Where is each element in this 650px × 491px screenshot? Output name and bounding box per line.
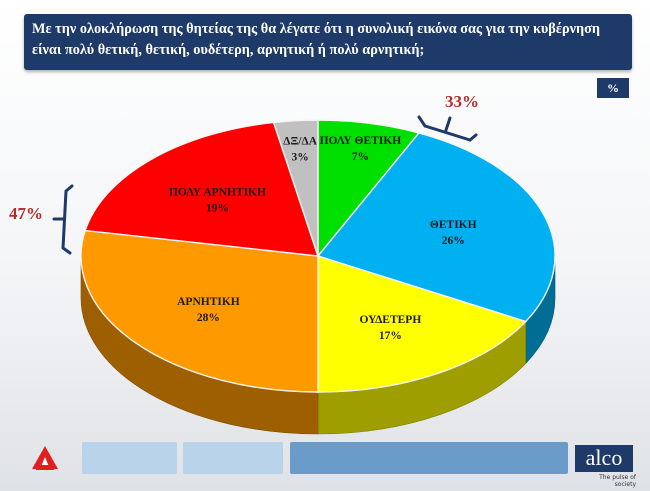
pie-slice — [84, 121, 320, 257]
pie-slice — [80, 229, 319, 393]
slice-label: ΠΟΛΥ ΑΡΝΗΤΙΚΗ — [169, 186, 266, 198]
slice-label: ΑΡΝΗΤΙΚΗ — [177, 296, 240, 308]
brand-logo: alco — [575, 445, 633, 472]
slice-value-label: 28% — [197, 312, 220, 324]
pie-slice — [317, 255, 527, 393]
footer-bar-segment — [183, 442, 283, 474]
slice-value-label: 3% — [292, 152, 309, 164]
pie-chart: ΠΟΛΥ ΘΕΤΙΚΗ 7% ΘΕΤΙΚΗ 26% ΟΥΔΕΤΕΡΗ 17% ΑΡΝΗΤΙΚ… — [9, 92, 556, 435]
slice-value-label: 26% — [442, 235, 465, 247]
slice-value-label: 19% — [206, 202, 229, 214]
group-total-label: 33% — [445, 92, 479, 111]
brand-tagline: The pulse of society — [599, 474, 636, 488]
group-bracket — [417, 115, 478, 142]
group-bracket-tick — [444, 116, 452, 132]
pie-tops — [80, 119, 556, 393]
slice-value-label: 7% — [352, 151, 369, 163]
pie-slice — [272, 119, 319, 257]
slice-value-label: 17% — [379, 330, 402, 342]
group-total-label: 47% — [9, 204, 43, 223]
footer-bar-segment — [290, 442, 568, 474]
pie-labels: ΠΟΛΥ ΘΕΤΙΚΗ 7% ΘΕΤΙΚΗ 26% ΟΥΔΕΤΕΡΗ 17% ΑΡΝΗΤΙΚ… — [169, 135, 477, 342]
slice-label: ΠΟΛΥ ΘΕΤΙΚΗ — [320, 135, 402, 147]
slice-label: ΟΥΔΕΤΕΡΗ — [359, 314, 421, 326]
alpha-channel-logo — [32, 446, 58, 470]
pie-slice — [317, 119, 421, 258]
pie-annotations: 33% 47% — [9, 92, 479, 255]
slice-label: ΔΞ/ΔΑ — [283, 136, 317, 148]
title-bar: Με την ολοκλήρωση της θητείας της θα λέγ… — [24, 14, 632, 70]
slice-label: ΘΕΤΙΚΗ — [430, 219, 477, 231]
unit-badge: % — [597, 78, 629, 98]
chart-title: Με την ολοκλήρωση της θητείας της θα λέγ… — [32, 21, 601, 58]
footer-bar-segment — [82, 442, 177, 474]
